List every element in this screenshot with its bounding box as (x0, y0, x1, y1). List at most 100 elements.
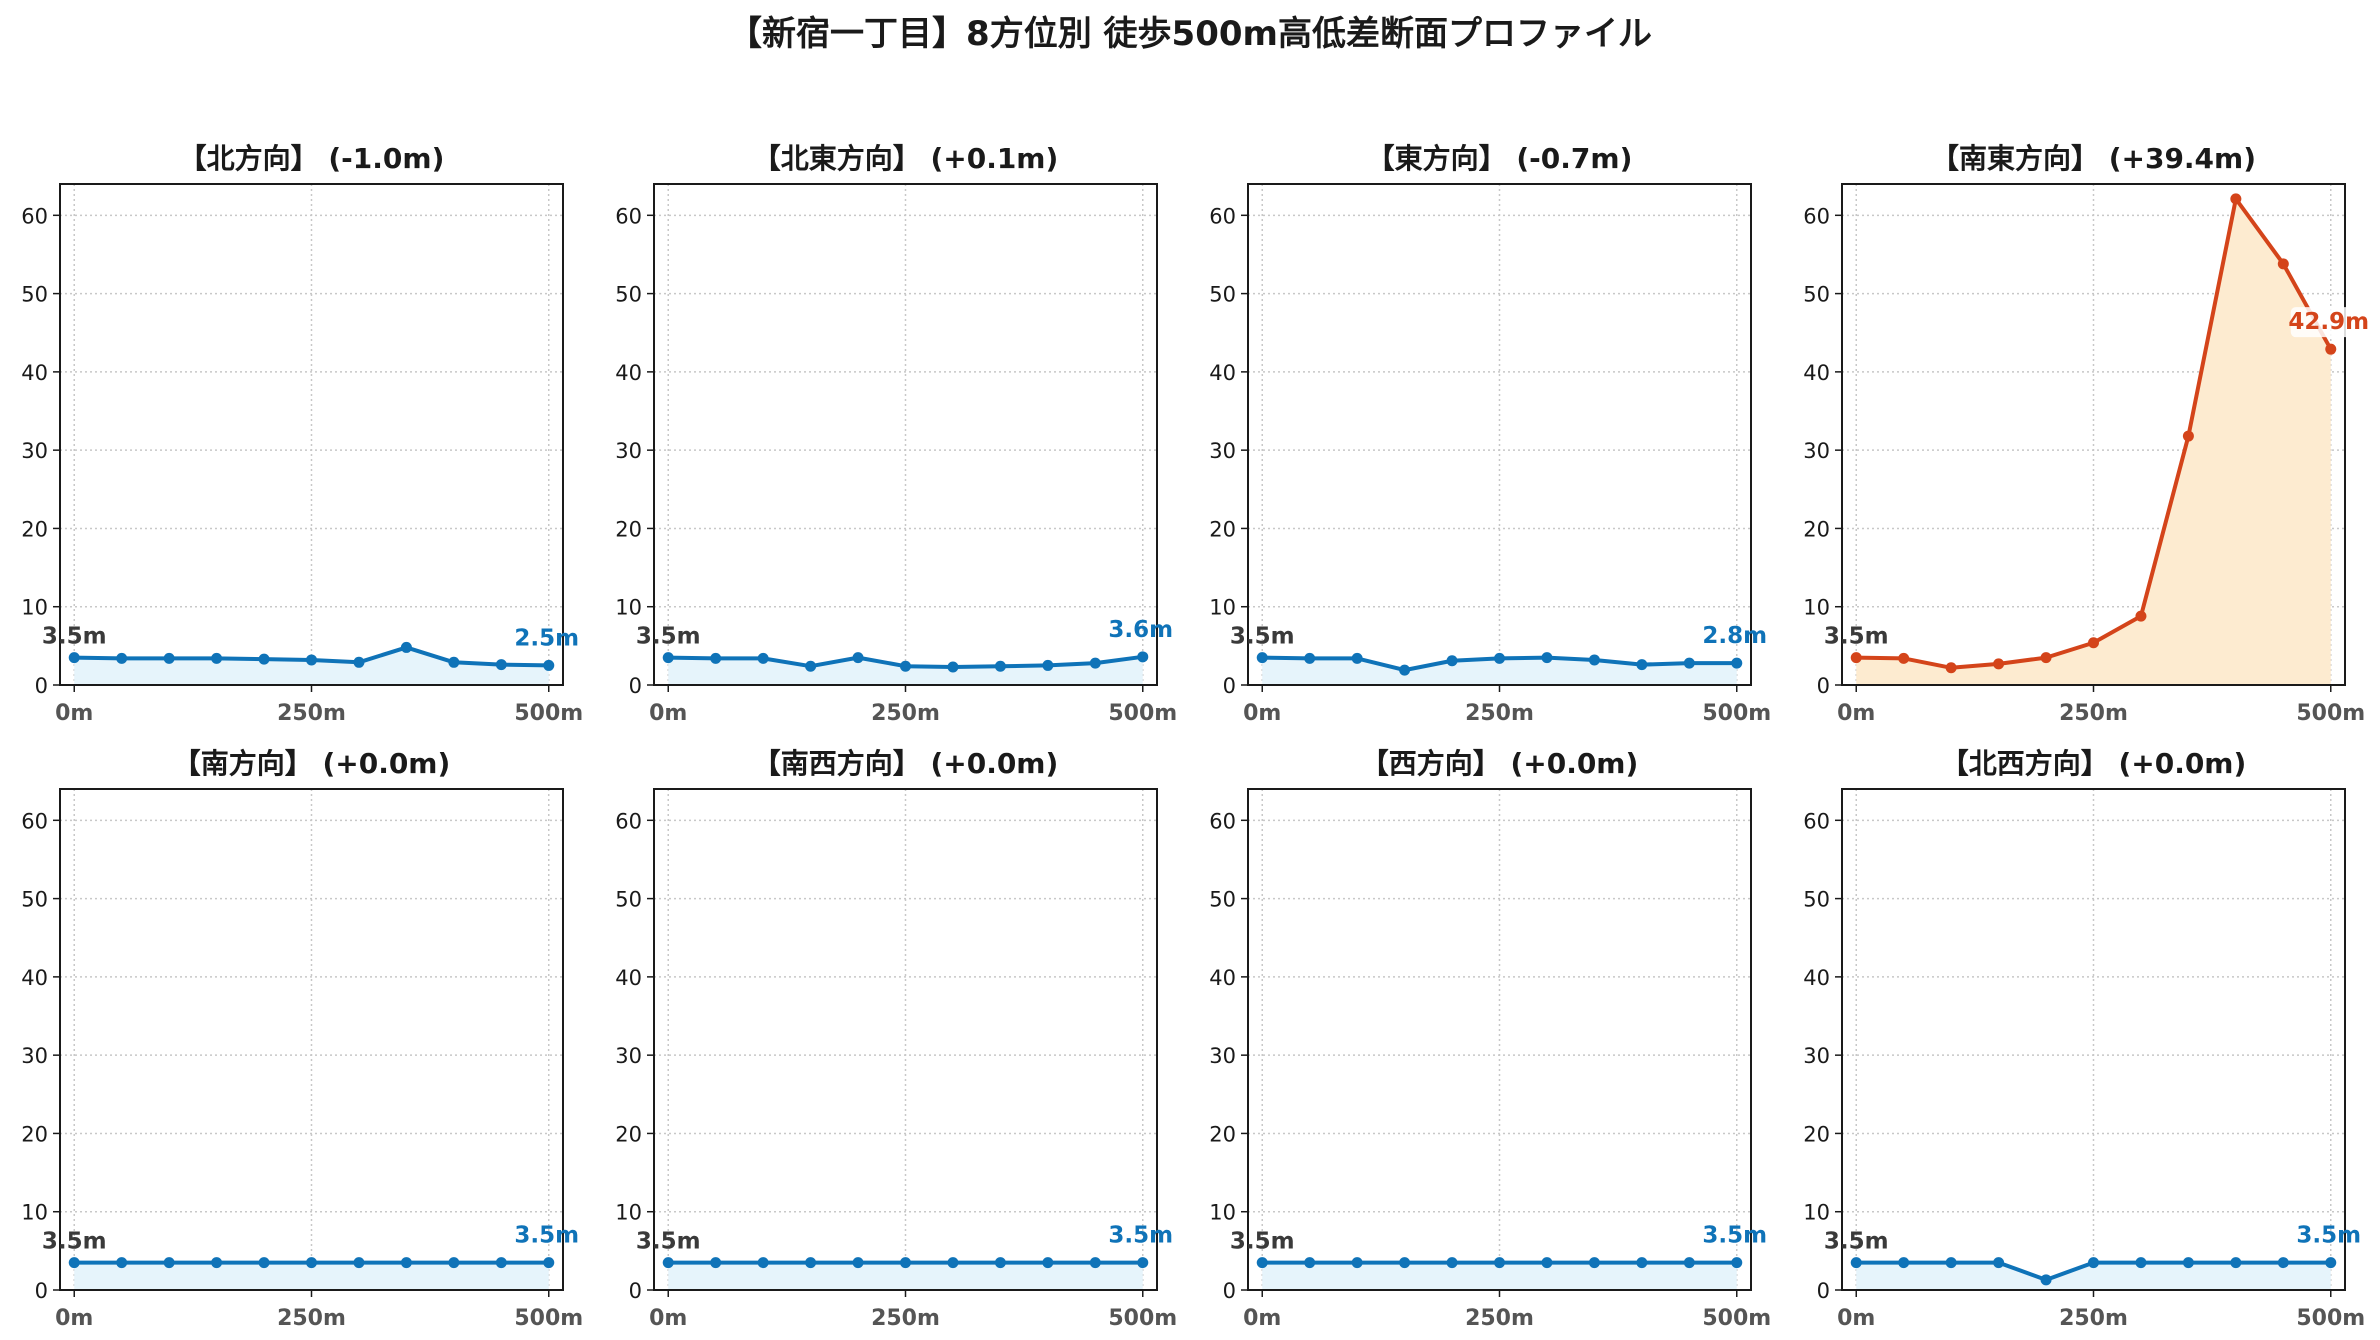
data-point (1993, 1257, 2005, 1269)
y-tick-label: 30 (21, 1044, 48, 1068)
chart-title: 【西方向】 (+0.0m) (1361, 747, 1639, 780)
area-fill (1856, 198, 2331, 685)
data-point (2088, 637, 2099, 649)
end-value-label: 3.5m (2296, 1223, 2361, 1249)
area-fill (1856, 1262, 2331, 1290)
y-tick-label: 30 (1803, 439, 1830, 463)
y-tick-label: 20 (21, 517, 48, 541)
data-point (1993, 658, 2005, 670)
x-tick-label: 250m (871, 701, 940, 726)
data-point (258, 1257, 270, 1269)
x-tick-label: 500m (2296, 1306, 2365, 1331)
y-tick-label: 30 (1803, 1044, 1830, 1068)
data-point (1898, 1257, 1910, 1269)
y-tick-label: 50 (1209, 283, 1236, 307)
x-tick-label: 0m (649, 701, 687, 726)
start-value-label: 3.5m (636, 624, 701, 650)
start-value-label: 3.5m (1824, 624, 1889, 650)
x-tick-label: 500m (1108, 701, 1177, 726)
data-point (1137, 651, 1149, 663)
end-value-label: 2.8m (1702, 623, 1767, 649)
data-point (1898, 652, 1910, 664)
x-tick-label: 250m (277, 1306, 346, 1331)
data-point (757, 1257, 769, 1269)
data-point (1494, 1257, 1505, 1269)
data-point (448, 1257, 460, 1269)
data-point (1588, 1257, 1600, 1269)
y-tick-label: 0 (1817, 674, 1830, 698)
end-value-label: 3.5m (1702, 1223, 1767, 1249)
x-tick-label: 500m (1702, 701, 1771, 726)
data-point (947, 1257, 959, 1269)
x-tick-label: 0m (1243, 701, 1281, 726)
y-tick-label: 60 (21, 204, 48, 228)
data-point (1089, 1257, 1101, 1269)
data-point (1588, 654, 1600, 666)
y-tick-label: 40 (615, 966, 642, 990)
data-point (543, 1257, 555, 1269)
area-fill (1262, 1262, 1737, 1290)
x-tick-label: 0m (55, 701, 93, 726)
chart-title: 【南方向】 (+0.0m) (173, 747, 451, 780)
data-point (258, 653, 270, 665)
data-point (448, 656, 460, 668)
y-tick-label: 60 (615, 809, 642, 833)
end-value-label: 3.5m (1108, 1223, 1173, 1249)
x-tick-label: 500m (514, 1306, 583, 1331)
x-tick-label: 500m (514, 701, 583, 726)
data-point (1731, 657, 1743, 669)
x-tick-label: 250m (2059, 701, 2128, 726)
data-point (2277, 258, 2289, 270)
data-point (1636, 1257, 1648, 1269)
chart-title: 【東方向】 (-0.7m) (1367, 142, 1633, 175)
y-tick-label: 40 (615, 361, 642, 385)
data-point (353, 1257, 365, 1269)
y-tick-label: 20 (1209, 517, 1236, 541)
data-point (495, 1257, 507, 1269)
data-point (757, 652, 769, 664)
data-point (1945, 1257, 1957, 1269)
end-label-box (2290, 307, 2367, 338)
x-tick-label: 500m (1702, 1306, 1771, 1331)
end-value-label: 42.9m (2288, 309, 2369, 335)
y-tick-label: 50 (1803, 283, 1830, 307)
y-tick-label: 20 (21, 1122, 48, 1146)
data-point (662, 652, 674, 664)
data-point (1351, 1257, 1363, 1269)
chart-panel: 【北西方向】 (+0.0m) 0 10 20 30 40 50 60 0m 250m 500m 3.5… (1803, 747, 2365, 1331)
data-point (1399, 664, 1411, 676)
data-point (1731, 1257, 1743, 1269)
chart-panel: 【南方向】 (+0.0m) 0 10 20 30 40 50 60 0m 250m 500m 3.5m… (21, 747, 583, 1331)
area-fill (74, 647, 549, 685)
y-tick-label: 0 (629, 1279, 642, 1303)
y-tick-label: 10 (21, 1201, 48, 1225)
data-point (1541, 652, 1553, 664)
y-tick-label: 60 (615, 204, 642, 228)
chart-title: 【北東方向】 (+0.1m) (753, 142, 1059, 175)
data-point (400, 641, 412, 653)
data-point (68, 1257, 80, 1269)
data-point (1494, 652, 1505, 664)
data-point (1683, 657, 1695, 669)
data-point (994, 660, 1006, 672)
data-point (1089, 657, 1101, 669)
y-tick-label: 0 (1223, 674, 1236, 698)
end-value-label: 3.6m (1108, 617, 1173, 643)
end-value-label: 2.5m (514, 625, 579, 651)
data-point (2040, 1274, 2052, 1286)
data-point (163, 652, 175, 664)
data-point (1683, 1257, 1695, 1269)
area-fill (74, 1262, 549, 1290)
data-point (1256, 1257, 1268, 1269)
data-point (2230, 1257, 2242, 1269)
data-point (306, 1257, 317, 1269)
y-tick-label: 40 (1209, 361, 1236, 385)
x-tick-label: 250m (277, 701, 346, 726)
y-tick-label: 30 (1209, 1044, 1236, 1068)
y-tick-label: 50 (615, 283, 642, 307)
data-point (306, 654, 317, 666)
data-point (710, 1257, 722, 1269)
chart-panel: 【西方向】 (+0.0m) 0 10 20 30 40 50 60 0m 250m 500m 3.5m… (1209, 747, 1771, 1331)
data-point (353, 656, 365, 668)
y-tick-label: 50 (615, 888, 642, 912)
